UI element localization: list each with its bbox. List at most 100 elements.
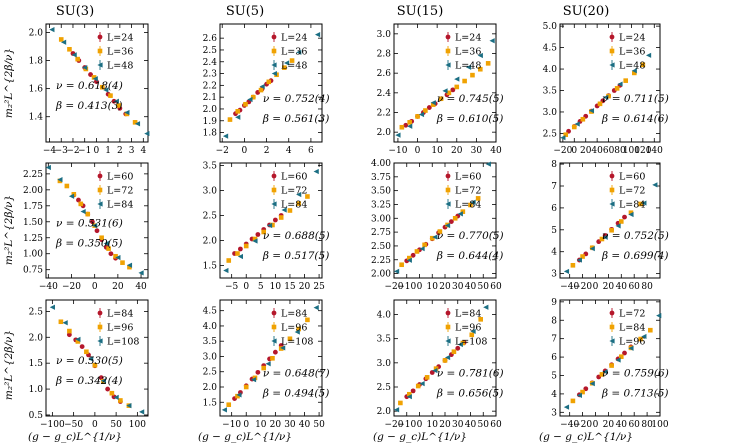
panel-2-2-data-point [272,217,278,223]
panel-2-2-data-point [226,258,232,263]
panel-2-4-data-point [609,227,614,233]
panel-1-4-legend-label: L=36 [619,47,645,58]
panel-3-3-xtick-label: 50 [478,420,490,430]
panel-1-2-ytick-label: 2.5 [203,46,218,56]
panel-2-2-data-point [243,243,249,249]
panel-3-1-ytick-label: 2.0 [29,333,44,343]
panel-2-3-data-point [452,215,458,221]
panel-1-4-ytick-label: 3.0 [543,108,558,118]
panel-3-2-xtick-label: −10 [222,420,241,430]
panel-1-3-legend-marker [445,34,451,40]
panel-1-2-data-point [259,83,265,90]
panel-1-3-data-point [407,123,413,129]
panel-2-1-nu-value: ν = 0.531(6) [56,217,123,229]
panel-3-1-data-point [49,304,55,310]
panel-2-3-data-point [429,235,435,241]
panel-1-1-data-point [108,93,113,98]
panel-2-1-xtick-label: 20 [112,282,124,292]
panel-2-3-data-point [393,268,400,274]
panel-3-1-xtick-label: 50 [110,420,122,430]
panel-2-3-ytick-label: 2.75 [371,228,391,238]
panel-1-1-xtick-label: 2 [117,146,123,156]
panel-3-3-xtick-label: 10 [427,420,439,430]
panel-1-3-data-point [442,88,448,94]
panel-2-2-beta-value: β = 0.517(5) [262,250,329,262]
panel-2-3-ytick-label: 2.50 [371,242,391,252]
panel-1-1-legend-label: L=48 [107,61,133,72]
panel-1-2-data-point [271,70,277,77]
panel-2-1-ytick-label: 1.25 [23,234,43,244]
panel-2-1-data-point [89,219,95,225]
panel-1-2-legend-marker [271,48,277,54]
panel-1-3-legend-label: L=36 [455,47,481,58]
panel-1-3-legend-marker [445,62,451,68]
column-title-su5: SU(5) [226,4,264,19]
panel-1-3-data-point [465,64,472,70]
panel-3-4-data-point [656,313,662,319]
panel-1-4-data-point [571,124,577,130]
panel-1-4-data-point [588,108,595,114]
panel-2-2-legend-label: L=72 [281,186,307,197]
panel-3-2-data-point [226,402,232,408]
panel-1-2-legend-label: L=48 [281,61,307,72]
panel-2-1-ytick-label: 1.75 [23,202,43,212]
panel-2-1-ytick-label: 1.50 [23,218,43,228]
panel-3-3-data-point [432,367,438,374]
panel-2-2-ytick-label: 3.0 [203,187,218,197]
panel-3-3-xtick-label: 40 [465,420,477,430]
panel-3-3-data-point [470,328,476,335]
panel-1-2-ytick-label: 1.8 [203,129,218,139]
panel-1-3-data-point [415,114,420,119]
panel-2-3-data-point [437,229,443,234]
panel-2-1-data-point [126,262,133,268]
panel-3-4-data-point [628,345,634,351]
panel-1-2-ytick-label: 2.1 [203,93,217,103]
panel-1-4-xtick-label: 120 [634,146,651,156]
panel-1-2-ytick-label: 2.6 [203,34,218,44]
panel-3-1-legend-label: L=108 [107,337,139,348]
panel-3-2: −10 0 10 20 30 40 501.52.02.53.03.54.04.5 L=84L… [203,299,330,430]
panel-2-2-legend-marker [271,201,277,207]
panel-3-3-data-point [483,304,489,310]
panel-1-4-ytick-label: 4.5 [543,44,558,54]
panel-2-3-ytick-label: 3.50 [371,187,391,197]
panel-3-1-data-point [100,378,106,384]
panel-3-1-data-point [88,356,94,362]
panel-1-1-xtick-label: 1 [105,146,111,156]
panel-2-4-data-point [602,234,608,240]
panel-2-2-xtick-label: 10 [270,282,282,292]
panel-1-4-legend-marker [609,34,615,40]
panel-1-3-data-point [399,124,405,130]
panel-1-3-ytick-label: 3.0 [377,30,392,40]
panel-2-3-ytick-label: 2.00 [371,270,391,280]
panel-1-4-data-point [574,121,580,127]
panel-3-1-data-point [105,386,111,392]
panel-3-2-data-point [280,345,286,351]
panel-2-4-beta-value: β = 0.699(4) [601,250,668,262]
panel-1-1-xtick-label: 4 [140,146,146,156]
panel-2-2-legend-label: L=60 [281,172,307,183]
panel-3-4-data-point [609,363,614,368]
panel-3-2-ytick-label: 1.5 [203,398,218,408]
panel-1-3-ytick-label: 2.0 [377,128,392,138]
panel-2-2-data-point [270,222,275,228]
panel-2-2-frame [219,162,323,279]
panel-3-3-data-point [442,358,448,363]
panel-2-1-beta-value: β = 0.350(5) [55,237,122,249]
panel-1-3-legend-label: L=24 [455,33,481,44]
panel-3-4-data-point [602,369,608,375]
panel-1-4-xtick-label: 0 [571,146,577,156]
panel-3-3-legend-label: L=96 [455,323,481,334]
panel-3-3-xtick-label: −20 [385,420,404,430]
panel-3-2-ytick-label: 2.5 [203,368,218,378]
panel-1-4-xtick-label: 20 [580,146,592,156]
panel-1-4-xtick-label: 100 [623,146,640,156]
panel-1-2-xtick-label: 4 [286,146,292,156]
panel-2-2-xtick-label: 0 [243,282,249,292]
panel-1-2-ytick-label: 2.4 [203,58,218,68]
panel-3-4-xtick-label: 20 [603,420,615,430]
panel-3-2-ytick-label: 2.0 [203,383,218,393]
panel-2-4-data-point [599,236,605,242]
panel-1-3-ytick-label: 2.8 [377,50,392,60]
panel-1-3-legend-marker [445,48,451,54]
